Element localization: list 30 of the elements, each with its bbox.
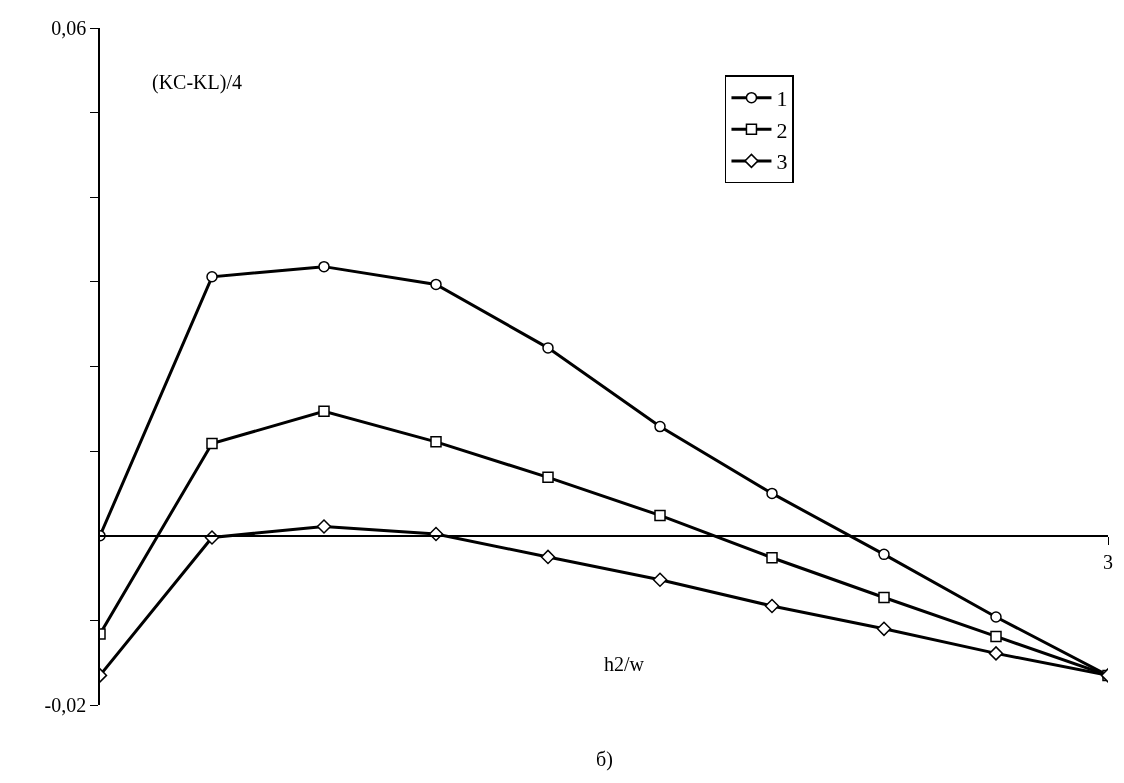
- point: [540, 549, 556, 565]
- point: [206, 271, 218, 283]
- point: [878, 548, 890, 561]
- legend-label: 3: [776, 149, 788, 175]
- point: [654, 509, 666, 522]
- point: [316, 519, 332, 534]
- point: [206, 437, 218, 450]
- point: [318, 405, 330, 418]
- x-axis-title: h2/w: [604, 653, 645, 675]
- point: [876, 621, 892, 637]
- point: [542, 471, 554, 484]
- point: [652, 572, 668, 588]
- point: [654, 420, 666, 433]
- point: [990, 611, 1002, 623]
- text: б): [596, 748, 613, 771]
- point: [878, 591, 890, 604]
- point: [988, 646, 1004, 661]
- point: [766, 487, 778, 500]
- legend-label: 1: [776, 86, 788, 112]
- point: [542, 342, 554, 354]
- point: [318, 260, 330, 273]
- y-tick-label: -0,02: [44, 694, 87, 716]
- point: [766, 552, 778, 564]
- y-axis-title: (KC-KL)/4: [152, 71, 242, 94]
- point: [430, 278, 442, 291]
- point: [430, 436, 442, 448]
- point: [764, 598, 780, 614]
- legend-label: 2: [776, 117, 788, 143]
- y-tick-label: 0,06: [51, 17, 87, 39]
- point: [990, 630, 1002, 643]
